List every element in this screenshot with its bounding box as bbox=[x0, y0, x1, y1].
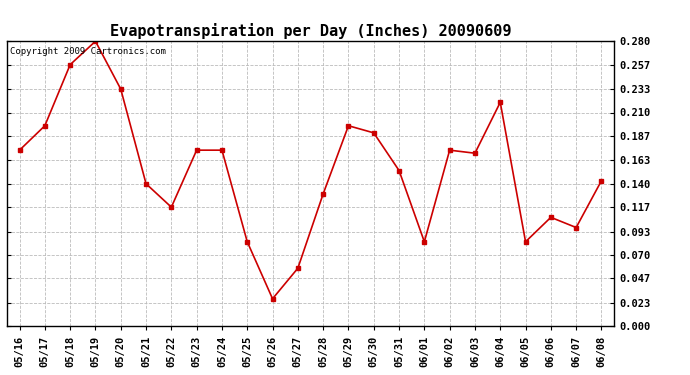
Title: Evapotranspiration per Day (Inches) 20090609: Evapotranspiration per Day (Inches) 2009… bbox=[110, 23, 511, 39]
Text: Copyright 2009 Cartronics.com: Copyright 2009 Cartronics.com bbox=[10, 47, 166, 56]
